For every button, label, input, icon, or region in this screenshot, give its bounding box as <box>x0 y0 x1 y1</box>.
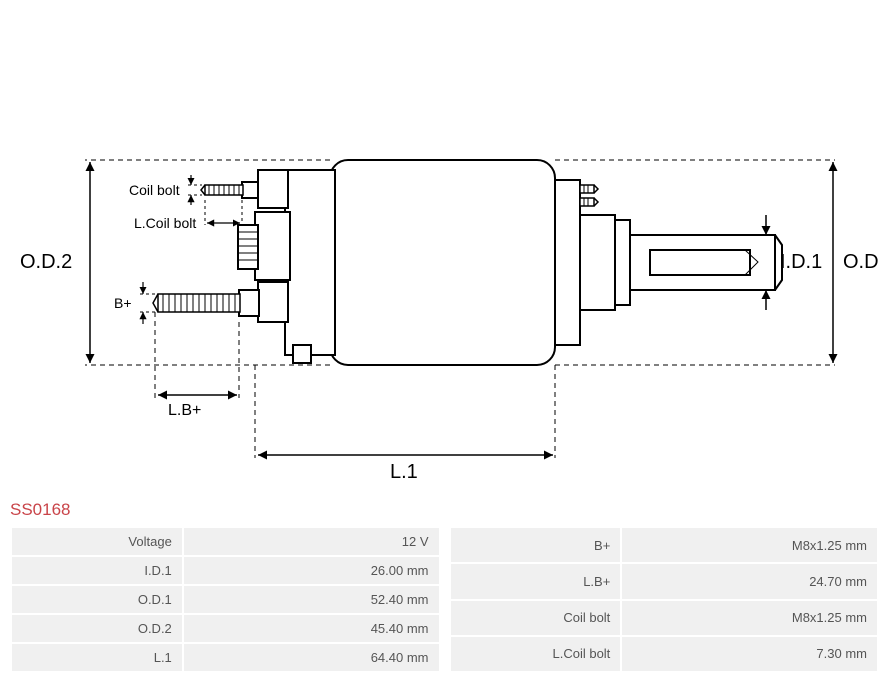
right-assembly <box>555 180 782 345</box>
spec-table-left: Voltage12 VI.D.126.00 mmO.D.152.40 mmO.D… <box>10 526 441 673</box>
spec-label: B+ <box>451 528 621 562</box>
part-code: SS0168 <box>10 500 879 520</box>
spec-tables: Voltage12 VI.D.126.00 mmO.D.152.40 mmO.D… <box>10 526 879 673</box>
spec-label: L.Coil bolt <box>451 637 621 671</box>
spec-label: O.D.2 <box>12 615 182 642</box>
b-plus-bolt-shape <box>153 290 259 316</box>
table-row: B+M8x1.25 mm <box>451 528 878 562</box>
table-row: I.D.126.00 mm <box>12 557 439 584</box>
table-row: L.B+24.70 mm <box>451 564 878 598</box>
spec-label: Coil bolt <box>451 601 621 635</box>
table-row: Voltage12 V <box>12 528 439 555</box>
spec-value: 7.30 mm <box>622 637 877 671</box>
label-od1: O.D.1 <box>843 251 879 273</box>
label-b-plus: B+ <box>114 295 132 311</box>
label-id1: I.D.1 <box>780 251 822 273</box>
label-l-coil-bolt: L.Coil bolt <box>134 215 196 231</box>
spec-label: I.D.1 <box>12 557 182 584</box>
table-row: O.D.152.40 mm <box>12 586 439 613</box>
label-coil-bolt: Coil bolt <box>129 182 180 198</box>
middle-bolt-shape <box>238 225 258 269</box>
table-row: Coil boltM8x1.25 mm <box>451 601 878 635</box>
table-row: O.D.245.40 mm <box>12 615 439 642</box>
label-od2: O.D.2 <box>20 251 72 273</box>
spec-value: 52.40 mm <box>184 586 439 613</box>
label-l1: L.1 <box>390 461 418 483</box>
coil-bolt-shape <box>201 182 258 198</box>
table-row: L.Coil bolt7.30 mm <box>451 637 878 671</box>
spec-value: M8x1.25 mm <box>622 601 877 635</box>
table-row: L.164.40 mm <box>12 644 439 671</box>
spec-table-right: B+M8x1.25 mmL.B+24.70 mmCoil boltM8x1.25… <box>449 526 880 673</box>
label-lb-plus: L.B+ <box>168 402 201 419</box>
spec-label: Voltage <box>12 528 182 555</box>
spec-label: L.1 <box>12 644 182 671</box>
spec-label: O.D.1 <box>12 586 182 613</box>
spec-value: 12 V <box>184 528 439 555</box>
spec-value: 26.00 mm <box>184 557 439 584</box>
technical-diagram: O.D.2 O.D.1 I.D.1 L.1 L.B+ B+ Coil <box>10 10 879 490</box>
spec-value: 45.40 mm <box>184 615 439 642</box>
spec-value: M8x1.25 mm <box>622 528 877 562</box>
spec-label: L.B+ <box>451 564 621 598</box>
spec-value: 24.70 mm <box>622 564 877 598</box>
spec-value: 64.40 mm <box>184 644 439 671</box>
